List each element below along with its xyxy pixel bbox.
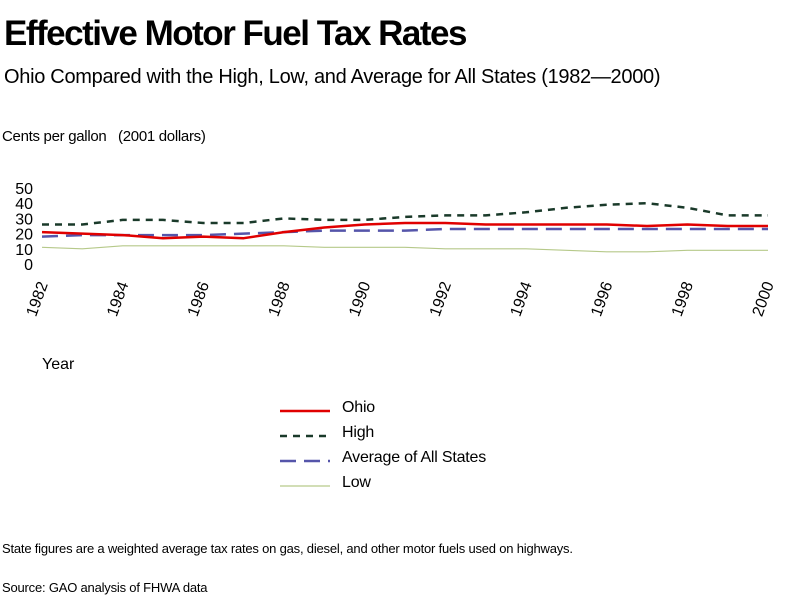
series-line-average-of-all-states: [41, 227, 768, 238]
legend-label: High: [342, 424, 375, 441]
x-tick-labels: 1982 1984 1986 1988 1990 1992 1994 1996 1998 2000: [24, 279, 778, 318]
legend-swatch: [280, 485, 330, 487]
x-tick-label: 1992: [427, 279, 455, 318]
legend-swatch: [280, 459, 330, 463]
y-tick-label: 0: [24, 257, 33, 274]
series-line-ohio: [41, 221, 768, 240]
source-note: Source: GAO analysis of FHWA data: [2, 580, 208, 595]
y-tick-label: 20: [15, 227, 33, 244]
legend-swatch: [280, 409, 330, 413]
series-line-high: [42, 201, 768, 226]
y-tick-label: 10: [15, 242, 33, 259]
y-tick-label: 50: [15, 181, 33, 198]
x-tick-label: 1994: [508, 279, 536, 318]
x-tick-label: 1998: [669, 279, 697, 318]
x-tick-label: 1990: [346, 279, 374, 318]
legend-item: Ohio: [280, 397, 580, 422]
x-tick-label: 2000: [750, 279, 778, 318]
x-axis-label: Year: [42, 356, 75, 373]
legend-swatch: [280, 434, 330, 438]
footnote: State figures are a weighted average tax…: [2, 541, 573, 556]
legend-item: Average of All States: [280, 447, 580, 472]
chart-subtitle: Ohio Compared with the High, Low, and Av…: [4, 66, 661, 88]
x-tick-label: 1982: [24, 279, 52, 318]
y-tick-label: 30: [15, 211, 33, 228]
x-tick-label: 1996: [588, 279, 616, 318]
legend-label: Average of All States: [342, 449, 487, 466]
legend-item: High: [280, 422, 580, 447]
series-line-low: [41, 245, 768, 253]
x-tick-label: 1986: [185, 279, 213, 318]
y-tick-label: 40: [15, 196, 33, 213]
legend-item: Low: [280, 472, 580, 497]
x-tick-label: 1988: [266, 279, 294, 318]
legend: Ohio High Average of All States Low: [280, 397, 580, 497]
series-lines: [41, 201, 768, 253]
chart-title: Effective Motor Fuel Tax Rates: [4, 14, 467, 53]
legend-label: Ohio: [342, 399, 375, 416]
y-axis-label: Cents per gallon (2001 dollars): [2, 128, 206, 145]
legend-label: Low: [342, 474, 371, 491]
x-tick-label: 1984: [104, 279, 132, 318]
